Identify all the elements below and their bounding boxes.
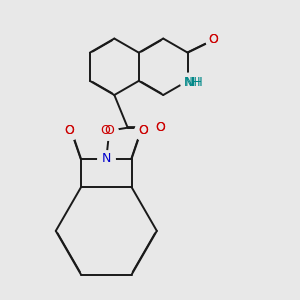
Text: O: O (139, 124, 148, 137)
Text: O: O (104, 124, 114, 137)
Text: O: O (208, 33, 218, 46)
Text: O: O (139, 124, 148, 137)
Text: N: N (102, 152, 111, 165)
Text: O: O (155, 121, 165, 134)
Text: O: O (100, 124, 110, 137)
Text: O: O (208, 33, 218, 46)
Text: NH: NH (185, 76, 204, 89)
Text: O: O (64, 124, 74, 137)
Text: O: O (155, 121, 165, 134)
Text: NH: NH (184, 76, 202, 89)
Text: O: O (64, 124, 74, 137)
